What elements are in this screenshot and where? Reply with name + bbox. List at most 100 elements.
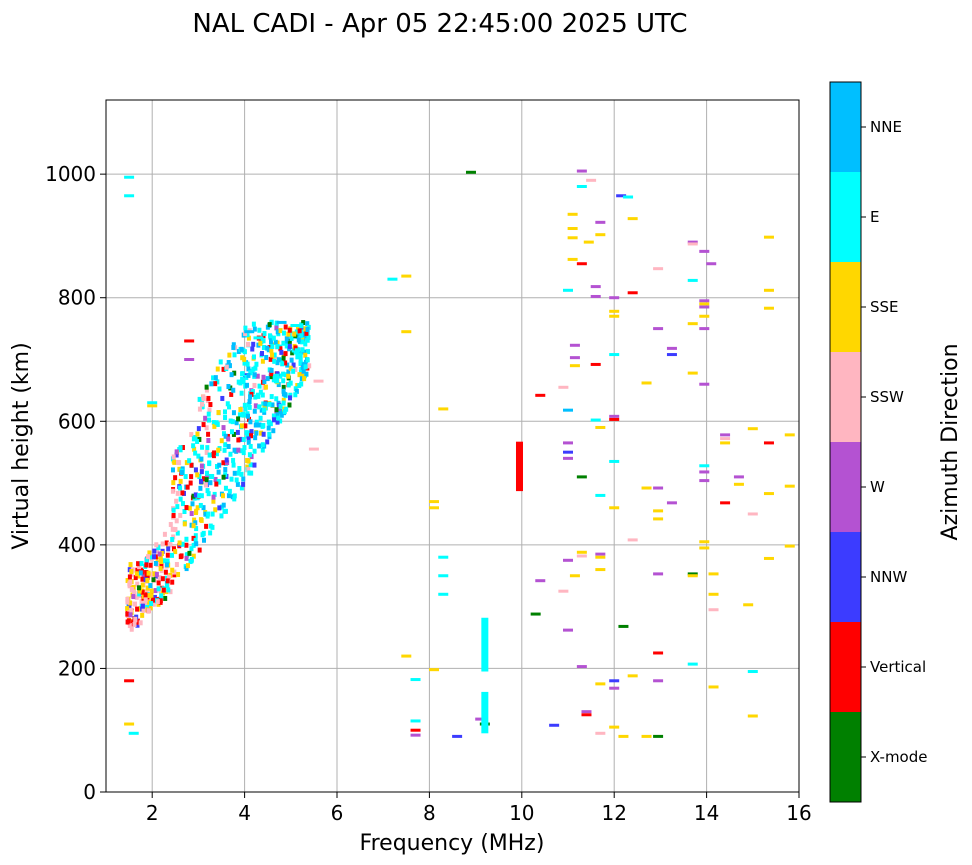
echo-mark xyxy=(627,291,638,295)
trace-point xyxy=(152,571,157,577)
trace-point xyxy=(241,406,246,412)
trace-point xyxy=(281,388,286,394)
trace-point xyxy=(262,379,267,385)
trace-point xyxy=(156,545,161,551)
trace-point xyxy=(170,567,175,573)
echo-mark xyxy=(530,612,541,616)
echo-mark xyxy=(609,686,620,690)
trace-point xyxy=(221,460,226,466)
trace-point xyxy=(230,419,235,425)
trace-point xyxy=(263,401,268,407)
echo-mark xyxy=(563,628,573,632)
echo-mark xyxy=(576,262,587,266)
echo-mark xyxy=(747,714,758,718)
trace-point xyxy=(272,352,277,358)
trace-point xyxy=(177,540,182,546)
trace-point xyxy=(198,517,203,523)
trace-point xyxy=(252,372,257,378)
trace-point xyxy=(299,376,304,382)
trace-point xyxy=(241,476,246,482)
trace-point xyxy=(251,321,256,327)
trace-point xyxy=(135,567,140,573)
trace-point xyxy=(184,536,189,542)
trace-point xyxy=(214,481,219,487)
trace-point xyxy=(191,535,196,541)
trace-point xyxy=(133,616,138,622)
trace-point xyxy=(133,601,138,607)
echo-mark xyxy=(576,475,587,479)
trace-point xyxy=(184,552,189,558)
echo-mark xyxy=(747,427,758,431)
trace-point xyxy=(152,548,157,554)
trace-point xyxy=(276,357,281,363)
echo-mark xyxy=(244,330,255,334)
trace-point xyxy=(268,356,273,362)
trace-point xyxy=(287,402,292,408)
trace-point xyxy=(273,339,278,345)
trace-point xyxy=(144,574,149,580)
trace-point xyxy=(226,436,231,442)
trace-point xyxy=(268,374,273,380)
echo-mark xyxy=(708,685,719,689)
trace-point xyxy=(158,599,163,605)
trace-point xyxy=(299,381,304,387)
trace-point xyxy=(281,378,286,384)
trace-point xyxy=(154,571,159,577)
trace-point xyxy=(195,431,200,437)
trace-point xyxy=(231,431,236,437)
trace-point xyxy=(166,546,171,552)
trace-point xyxy=(242,445,247,451)
echo-mark xyxy=(666,346,677,350)
echo-mark xyxy=(438,555,449,559)
echo-mark xyxy=(128,731,139,735)
echo-mark xyxy=(535,579,546,583)
trace-point xyxy=(227,488,232,494)
trace-point xyxy=(253,403,258,409)
trace-point xyxy=(153,588,158,594)
trace-point xyxy=(197,474,202,480)
trace-point xyxy=(125,578,130,584)
trace-point xyxy=(242,360,247,366)
trace-point xyxy=(271,335,276,341)
echo-mark xyxy=(609,309,620,313)
trace-point xyxy=(304,371,309,377)
echo-mark xyxy=(452,734,463,738)
trace-point xyxy=(160,541,165,547)
trace-point xyxy=(200,401,205,407)
trace-point xyxy=(248,462,253,468)
trace-point xyxy=(135,622,140,628)
echo-mark xyxy=(699,305,710,309)
trace-point xyxy=(189,432,194,438)
trace-point xyxy=(199,469,204,475)
echo-mark xyxy=(576,665,587,669)
echo-mark xyxy=(581,710,592,714)
trace-point xyxy=(250,346,255,352)
echo-mark xyxy=(410,733,421,737)
echo-mark xyxy=(595,233,606,237)
y-tick-label: 200 xyxy=(58,656,96,680)
trace-point xyxy=(265,345,270,351)
echo-mark xyxy=(699,327,710,331)
trace-point xyxy=(251,366,256,372)
trace-point xyxy=(208,480,213,486)
echo-mark xyxy=(595,555,606,559)
trace-point xyxy=(256,393,261,399)
trace-point xyxy=(204,425,209,431)
trace-point xyxy=(145,577,150,583)
trace-point xyxy=(298,357,303,363)
trace-point xyxy=(250,389,255,395)
trace-point xyxy=(224,364,229,370)
trace-point xyxy=(187,505,192,511)
trace-point xyxy=(140,589,145,595)
trace-point xyxy=(281,330,286,336)
echo-column xyxy=(481,617,489,672)
trace-point xyxy=(225,460,230,466)
echo-mark xyxy=(576,169,587,173)
trace-point xyxy=(125,606,130,612)
trace-point xyxy=(157,575,162,581)
trace-point xyxy=(184,566,189,572)
trace-point xyxy=(240,355,245,361)
echo-mark xyxy=(699,314,710,318)
trace-point xyxy=(172,459,177,465)
trace-point xyxy=(269,371,274,377)
